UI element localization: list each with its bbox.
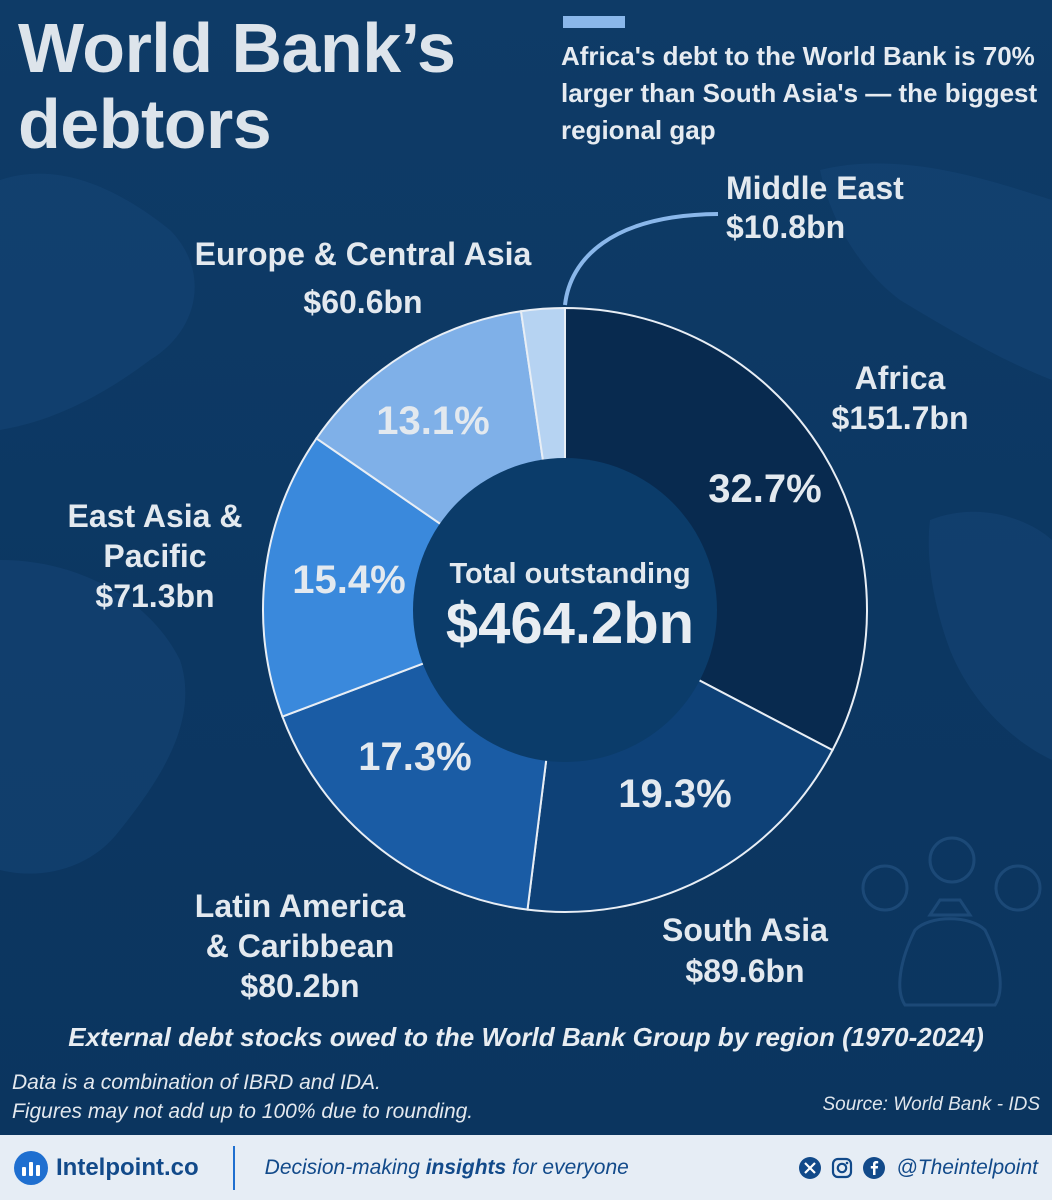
- tagline: Decision-making insights for everyone: [265, 1156, 629, 1180]
- chart-subtitle: External debt stocks owed to the World B…: [68, 1022, 984, 1052]
- tagline-post: for everyone: [506, 1155, 629, 1179]
- label-south-asia-name: South Asia: [662, 912, 828, 948]
- facebook-icon[interactable]: [862, 1156, 886, 1180]
- data-note: Data is a combination of IBRD and IDA. F…: [12, 1068, 712, 1126]
- center-label: Total outstanding: [449, 558, 691, 590]
- data-note-line-2: Figures may not add up to 100% due to ro…: [12, 1100, 474, 1123]
- label-south-asia-value: $89.6bn: [685, 953, 805, 989]
- pct-europe: 13.1%: [376, 399, 490, 443]
- headline: Africa's debt to the World Bank is 70% l…: [561, 41, 1038, 145]
- label-europe-name: Europe & Central Asia: [194, 236, 532, 272]
- label-middle-east-name: Middle East: [726, 170, 904, 206]
- label-east-asia-name-1: East Asia &: [67, 498, 243, 534]
- label-latam-value: $80.2bn: [240, 968, 360, 1004]
- infographic: World Bank’s debtors Africa's debt to th…: [0, 0, 1052, 1135]
- bar-chart-icon: [14, 1150, 48, 1185]
- data-note-line-1: Data is a combination of IBRD and IDA.: [12, 1071, 381, 1094]
- label-east-asia-name-2: Pacific: [103, 538, 207, 574]
- center-value: $464.2bn: [445, 591, 695, 656]
- tagline-pre: Decision-making: [264, 1155, 426, 1179]
- source-note: Source: World Bank - IDS: [822, 1094, 1040, 1115]
- x-icon[interactable]: [798, 1156, 822, 1180]
- brand[interactable]: Intelpoint.co: [14, 1150, 199, 1185]
- pct-africa: 32.7%: [708, 467, 822, 511]
- label-latam-name-1: Latin America: [194, 888, 406, 924]
- donut-chart: [262, 212, 868, 913]
- label-africa-name: Africa: [854, 360, 946, 396]
- tagline-bold: insights: [425, 1155, 507, 1179]
- label-east-asia-value: $71.3bn: [95, 578, 215, 614]
- pct-latin-america: 17.3%: [358, 735, 472, 779]
- label-europe-value: $60.6bn: [303, 284, 423, 320]
- social-handle[interactable]: @Theintelpoint: [896, 1155, 1038, 1179]
- label-africa-value: $151.7bn: [831, 400, 969, 436]
- money-bag-icon: [861, 836, 1042, 1007]
- label-latam-name-2: & Caribbean: [205, 928, 395, 964]
- donut-hole: [413, 458, 717, 762]
- footer-bar: Intelpoint.co Decision-making insights f…: [0, 1135, 1052, 1200]
- instagram-icon[interactable]: [830, 1156, 854, 1180]
- pct-east-asia: 15.4%: [292, 558, 406, 602]
- headline-accent-bar: [563, 16, 625, 28]
- page-title: World Bank’s debtors: [18, 9, 456, 163]
- brand-name: Intelpoint.co: [56, 1153, 199, 1181]
- slice-east-asia-pacific: [262, 437, 568, 718]
- pct-south-asia: 19.3%: [618, 772, 732, 816]
- middle-east-leader-line: [563, 212, 719, 306]
- footer-divider: [232, 1145, 235, 1190]
- label-middle-east-value: $10.8bn: [726, 209, 846, 245]
- social-links: @Theintelpoint: [798, 1135, 1038, 1200]
